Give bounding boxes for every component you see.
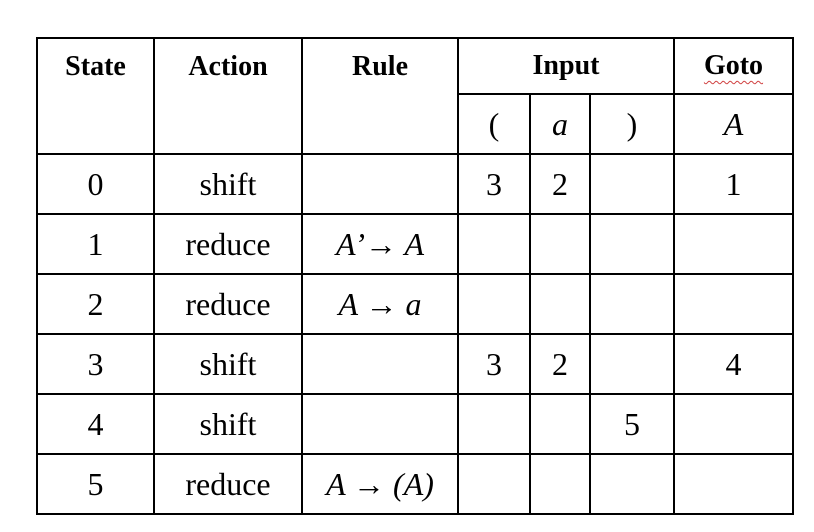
state-cell: 0 <box>36 153 155 215</box>
input-rparen-cell <box>589 453 675 515</box>
input-lparen-cell: 3 <box>457 333 531 395</box>
state-cell: 1 <box>36 213 155 275</box>
input-a-cell <box>529 213 591 275</box>
input-rparen-cell: 5 <box>589 393 675 455</box>
input-lparen-cell <box>457 213 531 275</box>
action-cell: shift <box>153 333 303 395</box>
rule-header: Rule <box>301 37 459 155</box>
action-header: Action <box>153 37 303 155</box>
goto-header-label: Goto <box>703 50 764 81</box>
table-row: 0 shift 3 2 1 <box>36 153 794 215</box>
table-row: 2 reduce A → a <box>36 273 794 335</box>
goto-header: Goto <box>673 37 794 95</box>
goto-cell <box>673 393 794 455</box>
input-rparen-cell <box>589 333 675 395</box>
input-header: Input <box>457 37 675 95</box>
table-row: 1 reduce A’→ A <box>36 213 794 275</box>
lr-parse-table: State Action Rule Input Goto ( a ) A 0 s… <box>36 37 794 515</box>
table-row: 4 shift 5 <box>36 393 794 455</box>
input-lparen-cell: 3 <box>457 153 531 215</box>
input-lparen-cell <box>457 393 531 455</box>
input-a-header: a <box>529 93 591 155</box>
input-lparen-header: ( <box>457 93 531 155</box>
action-cell: reduce <box>153 453 303 515</box>
input-a-cell <box>529 273 591 335</box>
action-cell: reduce <box>153 273 303 335</box>
rule-cell <box>301 153 459 215</box>
subheader-row: ( a ) A <box>37 93 794 155</box>
input-lparen-cell <box>457 453 531 515</box>
input-lparen-cell <box>457 273 531 335</box>
state-header: State <box>36 37 155 155</box>
state-cell: 3 <box>36 333 155 395</box>
input-a-cell <box>529 453 591 515</box>
goto-cell: 4 <box>673 333 794 395</box>
goto-cell <box>673 213 794 275</box>
input-a-cell: 2 <box>529 153 591 215</box>
rule-cell: A’→ A <box>301 213 459 275</box>
action-cell: reduce <box>153 213 303 275</box>
goto-cell: 1 <box>673 153 794 215</box>
state-cell: 4 <box>36 393 155 455</box>
table-row: 3 shift 3 2 4 <box>36 333 794 395</box>
state-cell: 2 <box>36 273 155 335</box>
goto-cell <box>673 273 794 335</box>
input-rparen-cell <box>589 213 675 275</box>
header-row: State Action Rule Input Goto <box>36 37 794 155</box>
input-a-cell <box>529 393 591 455</box>
table-row: 5 reduce A → (A) <box>36 453 794 515</box>
state-cell: 5 <box>36 453 155 515</box>
goto-A-header: A <box>673 93 794 155</box>
rule-cell: A → (A) <box>301 453 459 515</box>
rule-cell <box>301 393 459 455</box>
input-rparen-header: ) <box>589 93 675 155</box>
rule-cell: A → a <box>301 273 459 335</box>
input-a-cell: 2 <box>529 333 591 395</box>
action-cell: shift <box>153 393 303 455</box>
goto-cell <box>673 453 794 515</box>
action-cell: shift <box>153 153 303 215</box>
rule-cell <box>301 333 459 395</box>
input-rparen-cell <box>589 153 675 215</box>
input-rparen-cell <box>589 273 675 335</box>
